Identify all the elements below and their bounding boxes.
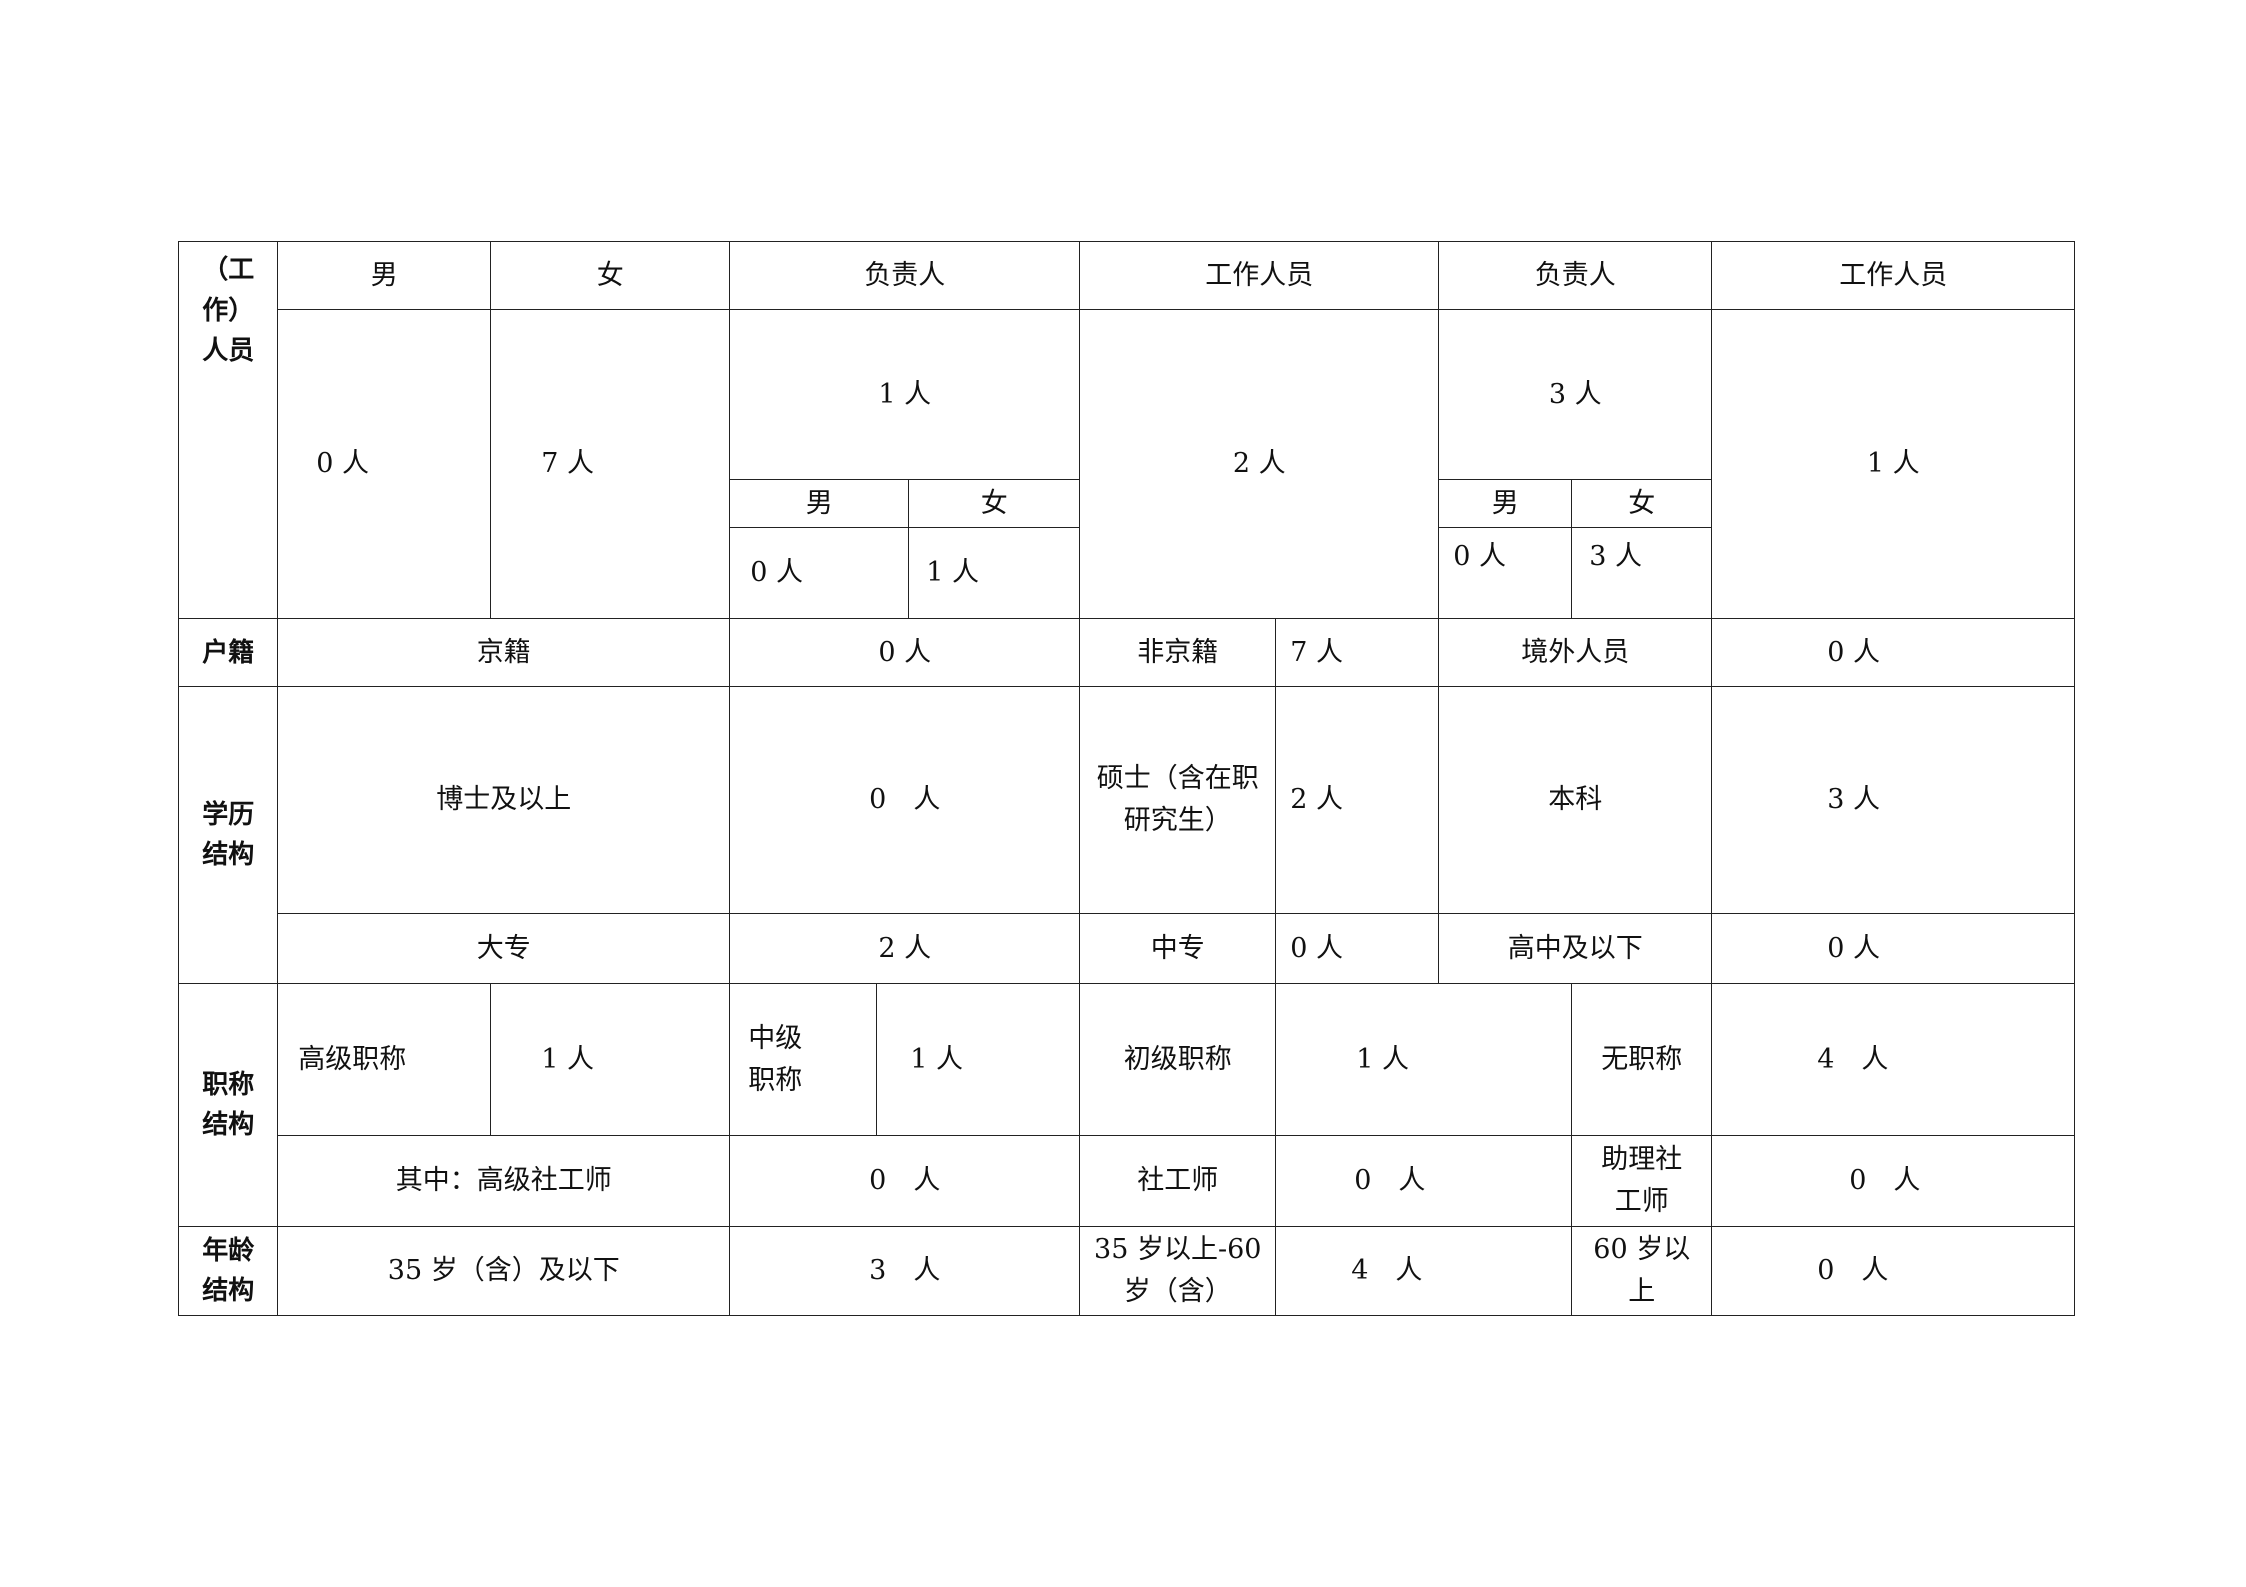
doctor-count: 0 人 [729, 686, 1081, 915]
male-count: 0 人 [277, 309, 492, 620]
middle-title-count: 1 人 [876, 983, 1081, 1137]
college-label: 大专 [277, 913, 731, 985]
secondary-label: 中专 [1079, 913, 1277, 985]
leader-b-count: 3 人 [1438, 309, 1713, 481]
overseas-label: 境外人员 [1438, 618, 1713, 688]
leader-b-female: 女 [1571, 479, 1713, 529]
row-label-hukou: 户籍 [178, 618, 279, 688]
header-male: 男 [277, 241, 492, 311]
age-under-35-label: 35 岁（含）及以下 [277, 1226, 731, 1317]
leader-b-male-count: 0 人 [1438, 527, 1573, 620]
senior-title-count: 1 人 [490, 983, 731, 1137]
assistant-social-worker-count: 0 人 [1711, 1135, 2076, 1228]
leader-a-count: 1 人 [729, 309, 1081, 481]
bachelor-label: 本科 [1438, 686, 1713, 915]
row-label-education: 学历 结构 [178, 686, 279, 985]
worker-a-count: 2 人 [1079, 309, 1440, 620]
leader-a-female-count: 1 人 [908, 527, 1081, 620]
worker-b-count: 1 人 [1711, 309, 2076, 620]
header-worker-b: 工作人员 [1711, 241, 2076, 311]
master-label: 硕士（含在职 研究生） [1079, 686, 1277, 915]
beijing-count: 0 人 [729, 618, 1081, 688]
assistant-social-worker-label: 助理社 工师 [1571, 1135, 1713, 1228]
age-under-35-count: 3 人 [729, 1226, 1081, 1317]
secondary-count: 0 人 [1275, 913, 1440, 985]
leader-a-male-count: 0 人 [729, 527, 910, 620]
college-count: 2 人 [729, 913, 1081, 985]
high-school-count: 0 人 [1711, 913, 2076, 985]
senior-social-worker-count: 0 人 [729, 1135, 1081, 1228]
doctor-label: 博士及以上 [277, 686, 731, 915]
age-35-60-count: 4 人 [1275, 1226, 1573, 1317]
row-label-staff: （工 作） 人员 [178, 241, 279, 620]
header-worker-a: 工作人员 [1079, 241, 1440, 311]
middle-title-label: 中级 职称 [729, 983, 878, 1137]
header-leader-a: 负责人 [729, 241, 1081, 311]
no-title-label: 无职称 [1571, 983, 1713, 1137]
master-count: 2 人 [1275, 686, 1440, 915]
social-worker-label: 社工师 [1079, 1135, 1277, 1228]
junior-title-count: 1 人 [1275, 983, 1573, 1137]
beijing-label: 京籍 [277, 618, 731, 688]
leader-a-male: 男 [729, 479, 910, 529]
row-label-title: 职称 结构 [178, 983, 279, 1228]
no-title-count: 4 人 [1711, 983, 2076, 1137]
overseas-count: 0 人 [1711, 618, 2076, 688]
header-leader-b: 负责人 [1438, 241, 1713, 311]
female-count: 7 人 [490, 309, 731, 620]
senior-social-worker-label: 其中：高级社工师 [277, 1135, 731, 1228]
leader-b-female-count: 3 人 [1571, 527, 1713, 620]
row-label-age: 年龄 结构 [178, 1226, 279, 1317]
age-35-60-label: 35 岁以上-60 岁（含） [1079, 1226, 1277, 1317]
bachelor-count: 3 人 [1711, 686, 2076, 915]
high-school-label: 高中及以下 [1438, 913, 1713, 985]
junior-title-label: 初级职称 [1079, 983, 1277, 1137]
senior-title-label: 高级职称 [277, 983, 492, 1137]
non-beijing-label: 非京籍 [1079, 618, 1277, 688]
age-over-60-count: 0 人 [1711, 1226, 2076, 1317]
social-worker-count: 0 人 [1275, 1135, 1573, 1228]
non-beijing-count: 7 人 [1275, 618, 1440, 688]
header-female: 女 [490, 241, 731, 311]
age-over-60-label: 60 岁以 上 [1571, 1226, 1713, 1317]
leader-a-female: 女 [908, 479, 1081, 529]
leader-b-male: 男 [1438, 479, 1573, 529]
